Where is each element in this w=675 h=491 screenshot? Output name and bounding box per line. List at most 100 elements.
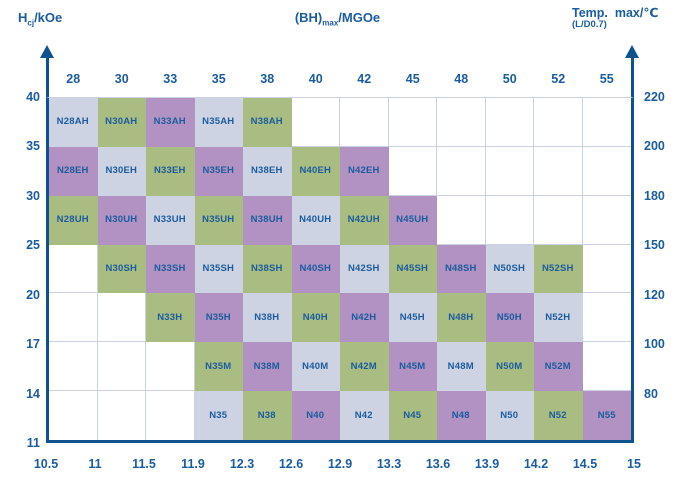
- grade-cell: N52SH: [534, 244, 583, 294]
- right-axis-title-note: (L/D0.7): [572, 19, 607, 31]
- empty-cell: [49, 342, 98, 392]
- top-axis-tick: 52: [551, 72, 566, 86]
- bottom-axis-ticks: 10.5 11 11.5 11.9 12.3 12.6 12.9 13.3 13.6 13.9 14…: [34, 457, 641, 473]
- empty-cell: [49, 293, 98, 343]
- grade-cell: N38: [243, 391, 292, 440]
- bottom-axis-tick: 11.5: [132, 457, 156, 471]
- empty-cell: [485, 195, 534, 245]
- empty-cell: [534, 146, 583, 196]
- left-axis-ticks: 40 35 30 25 20 17 14 11: [0, 90, 40, 450]
- grade-cell: N33UH: [146, 195, 195, 245]
- grade-cell: N48: [437, 391, 486, 440]
- empty-cell: [437, 98, 486, 147]
- empty-cell: [582, 293, 631, 343]
- right-axis-title-text: Temp. max/℃: [572, 6, 659, 20]
- empty-cell: [146, 342, 195, 392]
- left-axis-tick: 17: [26, 337, 40, 352]
- left-axis-tick: 20: [26, 287, 40, 302]
- grade-cell: N52M: [534, 342, 583, 392]
- grade-cell: N48H: [437, 293, 486, 343]
- empty-cell: [437, 146, 486, 196]
- top-axis-tick: 48: [454, 72, 469, 86]
- top-axis-tick: 30: [114, 72, 129, 86]
- empty-cell: [388, 98, 437, 147]
- grade-cell: N42UH: [340, 195, 389, 245]
- grade-cell: N50H: [485, 293, 534, 343]
- grade-cell: N38M: [243, 342, 292, 392]
- empty-cell: [582, 147, 631, 196]
- right-axis-tick: 80: [644, 386, 658, 401]
- grade-cell: N35SH: [194, 244, 243, 294]
- right-axis-arrow-shaft: [631, 57, 634, 97]
- empty-cell: [582, 196, 631, 245]
- right-axis-tick: 100: [644, 337, 665, 352]
- grade-cell: N45H: [388, 293, 437, 343]
- top-axis-tick: 33: [163, 72, 178, 86]
- empty-cell: [291, 98, 340, 147]
- top-axis-title: (BH)max/MGOe: [0, 10, 675, 28]
- left-axis-tick: 11: [26, 436, 40, 450]
- empty-cell: [340, 98, 389, 147]
- bottom-axis-tick: 11.9: [181, 457, 205, 471]
- grade-cell: N45SH: [388, 244, 437, 294]
- left-axis-arrow-shaft: [46, 57, 49, 97]
- grade-cell: N30AH: [97, 98, 146, 147]
- grade-cell: N30SH: [97, 244, 146, 294]
- grade-cell: N33AH: [146, 98, 195, 147]
- grade-cell: N42: [340, 391, 389, 440]
- grade-cell: N40M: [291, 342, 340, 392]
- grade-cell: N33H: [146, 293, 195, 343]
- grade-cell: N52H: [534, 293, 583, 343]
- top-axis-title-rest: /MGOe: [338, 10, 381, 25]
- top-axis-tick: 42: [357, 72, 372, 86]
- empty-cell: [98, 391, 146, 440]
- empty-cell: [49, 391, 98, 440]
- left-axis-title-rest: /kOe: [34, 10, 63, 25]
- top-axis-tick: 38: [260, 72, 275, 86]
- grade-cell: N38AH: [243, 98, 292, 147]
- grade-cell: N33EH: [146, 146, 195, 196]
- empty-cell: [388, 146, 437, 196]
- grade-cell: N50: [485, 391, 534, 440]
- grade-cell: N35M: [194, 342, 243, 392]
- empty-cell: [97, 293, 146, 343]
- top-axis-tick: 40: [308, 72, 323, 86]
- grade-cell: N30EH: [97, 146, 146, 196]
- empty-cell: [485, 98, 534, 147]
- left-axis-tick: 30: [26, 188, 40, 203]
- grade-cell: N38SH: [243, 244, 292, 294]
- left-axis-title: Hcj/kOe: [18, 10, 62, 28]
- bottom-axis-tick: 13.9: [474, 457, 500, 471]
- grade-cell: N40UH: [291, 195, 340, 245]
- bottom-axis-tick: 14.5: [572, 457, 598, 471]
- grade-cell: N38H: [243, 293, 292, 343]
- right-axis-tick: 180: [644, 188, 665, 203]
- right-axis-ticks: 220 200 180 150 120 100 80: [644, 90, 675, 443]
- grade-cell: N38EH: [243, 146, 292, 196]
- grade-cell: N38UH: [243, 195, 292, 245]
- grade-cell: N45M: [388, 342, 437, 392]
- top-axis-ticks: 28 30 33 35 38 40 42 45 48 50 52 55: [49, 72, 631, 88]
- right-axis-arrow-head: [625, 45, 639, 58]
- grade-cell: N28AH: [49, 98, 98, 147]
- bottom-axis-tick: 14.2: [523, 457, 549, 471]
- grade-cell: N42M: [340, 342, 389, 392]
- bottom-axis-tick: 15: [627, 457, 641, 471]
- grade-cell: N40EH: [291, 146, 340, 196]
- grade-cell: N48SH: [437, 244, 486, 294]
- top-axis-title-sub: max: [322, 18, 339, 28]
- right-axis-tick: 200: [644, 139, 665, 154]
- empty-cell: [97, 342, 146, 392]
- right-axis-tick: 150: [644, 238, 665, 253]
- right-axis-title: Temp. max/℃ (L/D0.7): [572, 6, 658, 31]
- right-axis-tick: 120: [644, 287, 665, 302]
- bottom-axis-tick: 12.9: [327, 457, 353, 471]
- left-axis-title-sub: cj: [27, 18, 35, 28]
- grade-cell: N35: [194, 391, 243, 440]
- empty-cell: [534, 98, 583, 147]
- top-axis-tick: 28: [66, 72, 81, 86]
- grade-cell: N40H: [291, 293, 340, 343]
- empty-cell: [534, 195, 583, 245]
- grade-cell: N45UH: [388, 195, 437, 245]
